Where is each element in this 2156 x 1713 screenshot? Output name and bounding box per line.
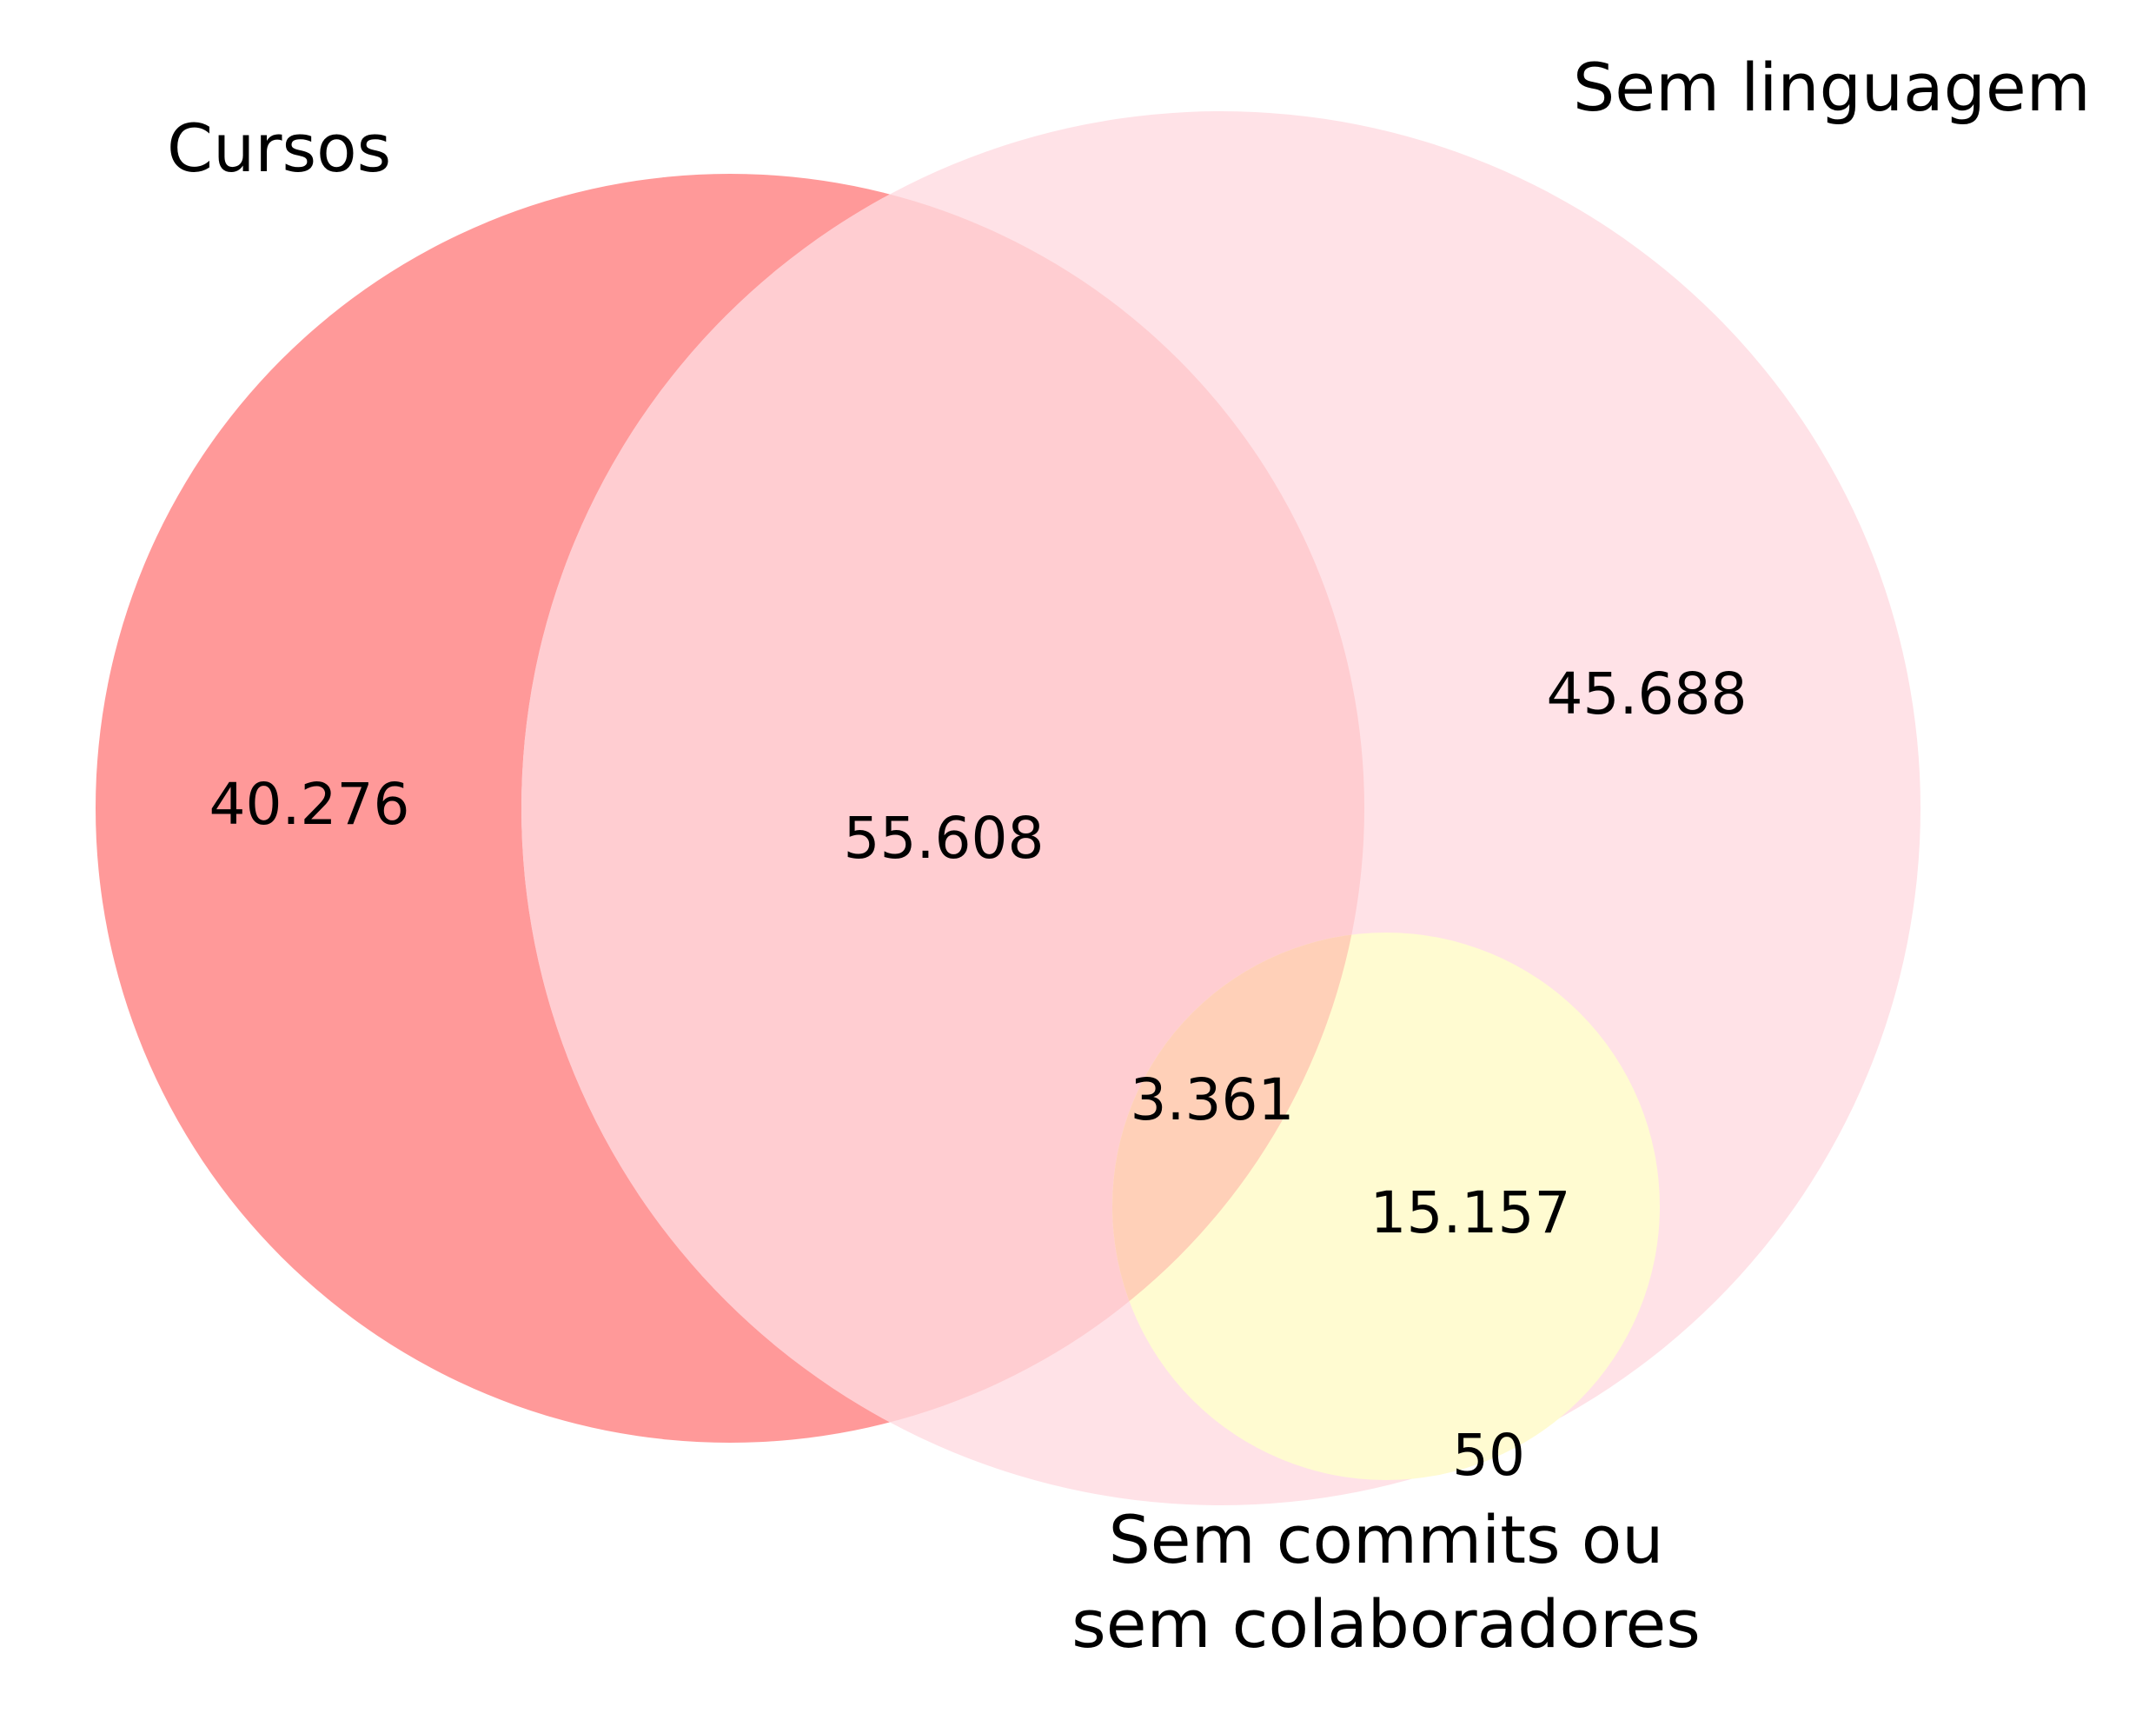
region-label-cursos-sem-linguagem: 55.608: [844, 805, 1045, 872]
region-label-sem-linguagem-only: 45.688: [1547, 661, 1748, 727]
set-label-sem-linguagem: Sem linguagem: [1573, 49, 2091, 126]
set-label-sem-commits-line-2: sem colaboradores: [1071, 1585, 1701, 1663]
cursos-sem-linguagem-overlap: [521, 174, 1364, 1443]
region-label-sem-linguagem-sem-commits: 15.157: [1370, 1179, 1571, 1246]
region-label-sem-commits-only: 50: [1452, 1422, 1525, 1489]
set-label-sem-commits-line-1: Sem commits ou: [1109, 1501, 1664, 1578]
region-label-cursos-only: 40.276: [209, 771, 410, 838]
set-label-cursos: Cursos: [167, 110, 391, 187]
region-label-triple: 3.361: [1131, 1066, 1295, 1133]
